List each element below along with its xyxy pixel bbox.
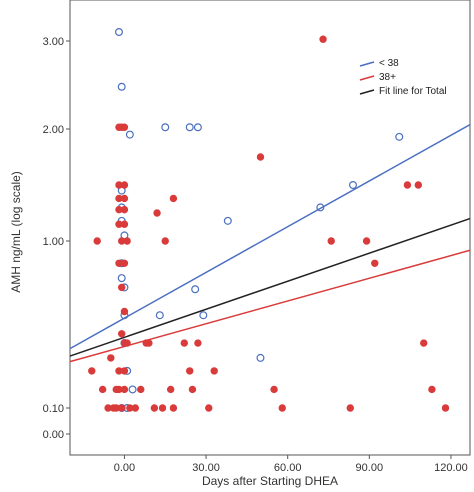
data-point-under-38 (223, 216, 232, 225)
data-point-38-plus (118, 330, 126, 338)
x-tick-label: 120.00 (434, 462, 468, 474)
legend-swatch (359, 75, 375, 81)
y-axis-label: AMH ng/mL (log scale) (9, 171, 23, 293)
data-point-38-plus (270, 385, 278, 394)
data-point-38-plus (150, 404, 159, 412)
data-point-under-38 (193, 123, 202, 132)
legend-swatch (359, 61, 375, 67)
data-point-38-plus (88, 367, 96, 375)
data-point-38-plus (120, 307, 129, 316)
data-point-38-plus (161, 237, 169, 245)
data-point-38-plus (441, 404, 450, 412)
data-point-38-plus (153, 209, 161, 217)
data-point-38-plus (414, 181, 422, 189)
data-point-under-38 (155, 311, 164, 320)
data-point-38-plus (194, 339, 202, 347)
data-point-38-plus (169, 404, 178, 412)
data-point-38-plus (166, 385, 175, 394)
legend-label: < 38 (379, 58, 399, 69)
data-point-38-plus (120, 123, 129, 131)
legend: < 38 38+ Fit line for Total (359, 58, 447, 97)
data-point-38-plus (120, 205, 129, 214)
y-tick-label: 0.10 (43, 403, 64, 415)
data-point-under-38 (114, 28, 123, 37)
data-point-38-plus (420, 339, 428, 347)
data-point-38-plus (118, 283, 126, 292)
legend-label: Fit line for Total (379, 86, 447, 97)
data-point-38-plus (93, 237, 101, 245)
legend-swatch (359, 89, 375, 95)
x-tick-label: 90.00 (356, 462, 384, 474)
data-point-under-38 (128, 385, 137, 394)
x-tick-label: 60.00 (274, 462, 302, 474)
data-point-38-plus (188, 385, 197, 394)
data-point-38-plus (371, 259, 379, 267)
data-point-under-38 (161, 123, 170, 132)
data-point-under-38 (348, 181, 357, 190)
fit-line (69, 249, 471, 363)
data-point-38-plus (145, 339, 153, 347)
data-point-38-plus (120, 259, 129, 267)
data-point-38-plus (120, 367, 129, 375)
data-point-38-plus (120, 220, 129, 228)
data-point-38-plus (169, 194, 178, 203)
fit-line (69, 123, 471, 350)
data-point-38-plus (319, 35, 327, 43)
data-point-under-38 (117, 274, 126, 283)
data-point-under-38 (117, 82, 126, 91)
data-point-38-plus (118, 404, 126, 412)
y-tick-label: 2.00 (43, 124, 64, 136)
x-axis-label: Days after Starting DHEA (202, 474, 338, 488)
data-point-38-plus (186, 367, 194, 375)
y-tick-label: 1.00 (43, 236, 64, 248)
y-axis: 0.00 0.10 1.00 2.00 3.00 (43, 36, 70, 441)
legend-label: 38+ (379, 72, 396, 83)
fit-lines (69, 123, 471, 363)
data-point-38-plus (362, 237, 371, 245)
data-point-38-plus (205, 404, 213, 412)
data-point-under-38 (316, 203, 325, 212)
data-point-38-plus (256, 153, 265, 161)
data-point-38-plus (428, 385, 436, 394)
y-tick-label: 0.00 (43, 429, 64, 441)
data-point-38-plus (123, 339, 131, 347)
data-point-38-plus (123, 237, 131, 245)
data-point-38-plus (180, 339, 188, 347)
data-point-38-plus (327, 237, 335, 245)
data-point-38-plus (210, 367, 218, 375)
y-tick-label: 3.00 (43, 36, 64, 48)
data-point-under-38 (395, 132, 404, 141)
fit-line (69, 217, 471, 357)
data-point-38-plus (107, 354, 115, 362)
x-tick-label: 0.00 (114, 462, 135, 474)
data-point-38-plus (98, 385, 107, 394)
data-point-38-plus (403, 181, 412, 189)
data-point-38-plus (278, 404, 286, 412)
data-point-under-38 (256, 353, 265, 362)
plot-area (69, 0, 471, 456)
data-point-under-38 (191, 285, 200, 294)
data-point-under-38 (185, 123, 194, 132)
data-point-38-plus (120, 385, 129, 394)
data-point-38-plus (346, 404, 354, 412)
data-point-under-38 (125, 130, 134, 139)
data-point-under-38 (199, 311, 208, 320)
data-point-38-plus (137, 385, 145, 394)
x-tick-label: 30.00 (192, 462, 220, 474)
data-point-38-plus (131, 404, 140, 412)
x-axis: 0.00 30.00 60.00 90.00 120.00 (114, 455, 468, 474)
data-point-38-plus (158, 404, 167, 412)
data-point-38-plus (120, 181, 129, 189)
data-points (88, 28, 450, 413)
data-point-38-plus (120, 194, 129, 203)
